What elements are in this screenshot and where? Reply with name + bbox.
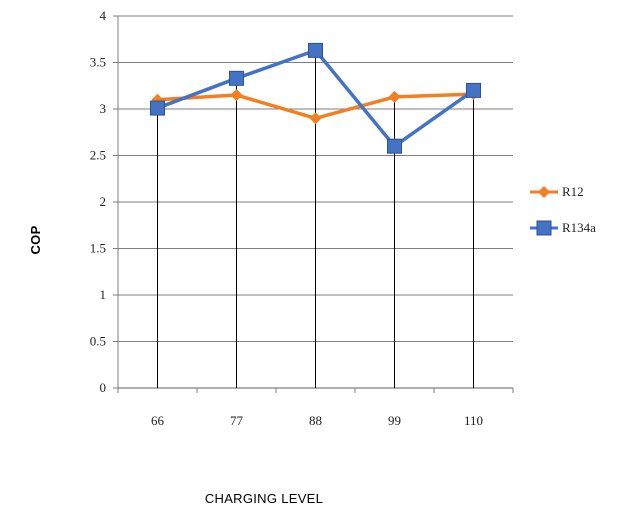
x-tick-label: 110 <box>464 413 483 428</box>
y-tick-labels: 0 0.5 1 1.5 2 2.5 3 3.5 4 <box>90 8 107 395</box>
legend-marker-r12 <box>538 186 550 198</box>
y-tick-label: 1.5 <box>90 241 106 256</box>
data-point-r12 <box>309 112 322 125</box>
y-tick-label: 3.5 <box>90 55 106 70</box>
legend: R12 R134a <box>530 184 596 236</box>
legend-label-r12: R12 <box>562 184 584 199</box>
y-tick-label: 0 <box>100 380 107 395</box>
data-point-r12 <box>388 90 401 103</box>
x-tick-labels: 66 77 88 99 110 <box>151 413 483 428</box>
data-point-r134a <box>308 42 323 58</box>
gridlines <box>113 15 513 389</box>
y-tick-label: 4 <box>100 8 107 23</box>
x-tick-label: 66 <box>151 413 165 428</box>
x-tick-label: 77 <box>230 413 244 428</box>
x-axis-title: CHARGING LEVEL <box>205 491 323 506</box>
y-tick-label: 0.5 <box>90 334 106 349</box>
data-point-r134a <box>466 82 481 98</box>
x-tick-label: 88 <box>309 413 322 428</box>
y-tick-label: 1 <box>100 287 107 302</box>
y-tick-label: 3 <box>100 101 107 116</box>
series-lines <box>150 42 481 154</box>
data-point-r134a <box>229 70 244 86</box>
y-tick-label: 2 <box>100 194 107 209</box>
legend-label-r134a: R134a <box>562 220 596 235</box>
y-axis-title: COP <box>28 225 43 254</box>
data-point-r134a <box>387 138 402 154</box>
legend-marker-r134a <box>536 220 552 236</box>
data-point-r12 <box>230 89 243 102</box>
x-tick-label: 99 <box>388 413 401 428</box>
data-point-r134a <box>150 100 165 116</box>
y-tick-label: 2.5 <box>90 148 106 163</box>
